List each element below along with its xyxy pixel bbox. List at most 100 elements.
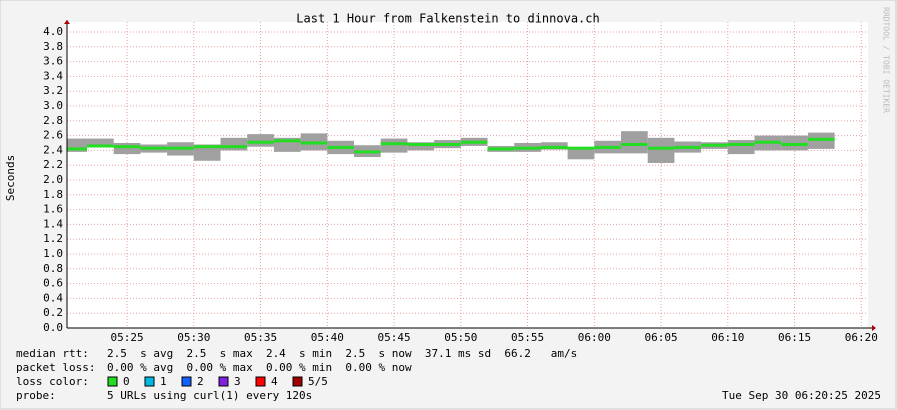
median-bar [87,144,114,148]
y-tick-label: 0.2 [43,306,63,319]
y-tick-label: 3.8 [43,40,63,53]
stat-text: 0.00 % avg 0.00 % max 0.00 % min 0.00 % … [107,361,412,374]
y-tick-label: 0.0 [43,321,63,334]
x-tick-label: 06:15 [778,331,811,344]
x-tick-label: 06:10 [711,331,744,344]
median-bar [273,139,301,143]
x-tick-label: 05:30 [177,331,210,344]
legend-swatch [181,376,192,387]
y-tick-label: 0.8 [43,262,63,275]
smoke-band [621,131,648,154]
median-bar [247,140,274,144]
chart-title: Last 1 Hour from Falkenstein to dinnova.… [296,12,599,26]
legend-label: 1 [160,375,167,388]
x-tick-label: 05:50 [444,331,477,344]
stat-label: median rtt: [16,347,89,360]
x-tick-label: 05:35 [244,331,277,344]
legend-swatch [144,376,155,387]
stat-label: packet loss: [16,361,95,374]
y-axis-label: Seconds [4,155,17,201]
smoke-band [87,138,114,147]
x-tick-label: 05:55 [511,331,544,344]
smoke-band [567,147,595,160]
x-tick-label: 05:45 [378,331,411,344]
y-tick-label: 3.2 [43,84,63,97]
median-bar [167,146,194,150]
median-bar [300,141,328,145]
y-tick-label: 3.6 [43,55,63,68]
stat-text: 2.5 s avg 2.5 s max 2.4 s min 2.5 s now … [107,347,577,360]
legend-label: 0 [123,375,130,388]
x-tick-label: 06:20 [845,331,878,344]
median-bar [754,140,782,144]
y-tick-label: 2.8 [43,114,63,127]
smoke-band [193,144,221,161]
smoke-band [247,134,274,147]
median-bar [193,145,221,149]
plot-area [67,22,868,328]
x-tick-label: 06:00 [578,331,611,344]
legend-label: 3 [234,375,241,388]
y-tick-label: 0.4 [43,291,63,304]
y-tick-label: 1.0 [43,247,63,260]
median-bar [140,146,168,150]
median-bar [514,146,541,150]
x-tick-label: 06:05 [645,331,678,344]
median-bar [807,137,835,141]
y-tick-label: 2.6 [43,129,63,142]
median-bar [567,146,595,150]
median-bar [113,145,141,149]
y-tick-label: 4.0 [43,25,63,38]
stat-label: probe: [16,389,56,402]
legend-label: 5/5 [308,375,328,388]
legend-label: 4 [271,375,278,388]
stat-label: loss color: [16,375,89,388]
smoke-band [647,137,675,163]
y-tick-label: 3.0 [43,99,63,112]
y-tick-label: 2.2 [43,158,63,171]
median-bar [674,145,702,149]
median-bar [647,146,675,150]
axis-arrow [64,20,70,24]
y-tick-label: 1.4 [43,217,63,230]
smoke-band [727,140,755,155]
median-bar [727,142,755,146]
median-bar [781,142,808,146]
y-tick-label: 0.6 [43,277,63,290]
legend-swatch [107,376,118,387]
median-bar [327,145,355,149]
y-tick-label: 2.0 [43,173,63,186]
stat-text: 5 URLs using curl(1) every 120s [107,389,312,402]
y-tick-label: 3.4 [43,69,63,82]
axis-arrow [872,325,876,331]
x-tick-label: 05:40 [311,331,344,344]
y-tick-label: 1.6 [43,203,63,216]
y-tick-label: 1.8 [43,188,63,201]
smoke-band [407,142,435,151]
median-bar [380,142,408,146]
median-bar [407,142,435,146]
median-bar [354,150,381,154]
y-tick-label: 1.2 [43,232,63,245]
smoke-band [113,143,141,155]
legend-swatch [218,376,229,387]
legend-swatch [255,376,266,387]
legend-swatch [292,376,303,387]
median-bar [460,140,488,144]
median-bar [487,147,515,151]
legend-label: 2 [197,375,204,388]
watermark: RRDTOOL / TOBI OETIKER [882,7,891,113]
date: Tue Sep 30 06:20:25 2025 [722,389,881,402]
median-bar [621,142,648,146]
median-bar [67,147,88,151]
smoke-band [380,138,408,153]
median-bar [701,143,728,147]
smoke-band [220,137,248,151]
y-tick-label: 2.4 [43,143,63,156]
x-tick-label: 05:25 [111,331,144,344]
median-bar [220,145,248,149]
median-bar [434,142,461,146]
median-bar [594,145,622,149]
